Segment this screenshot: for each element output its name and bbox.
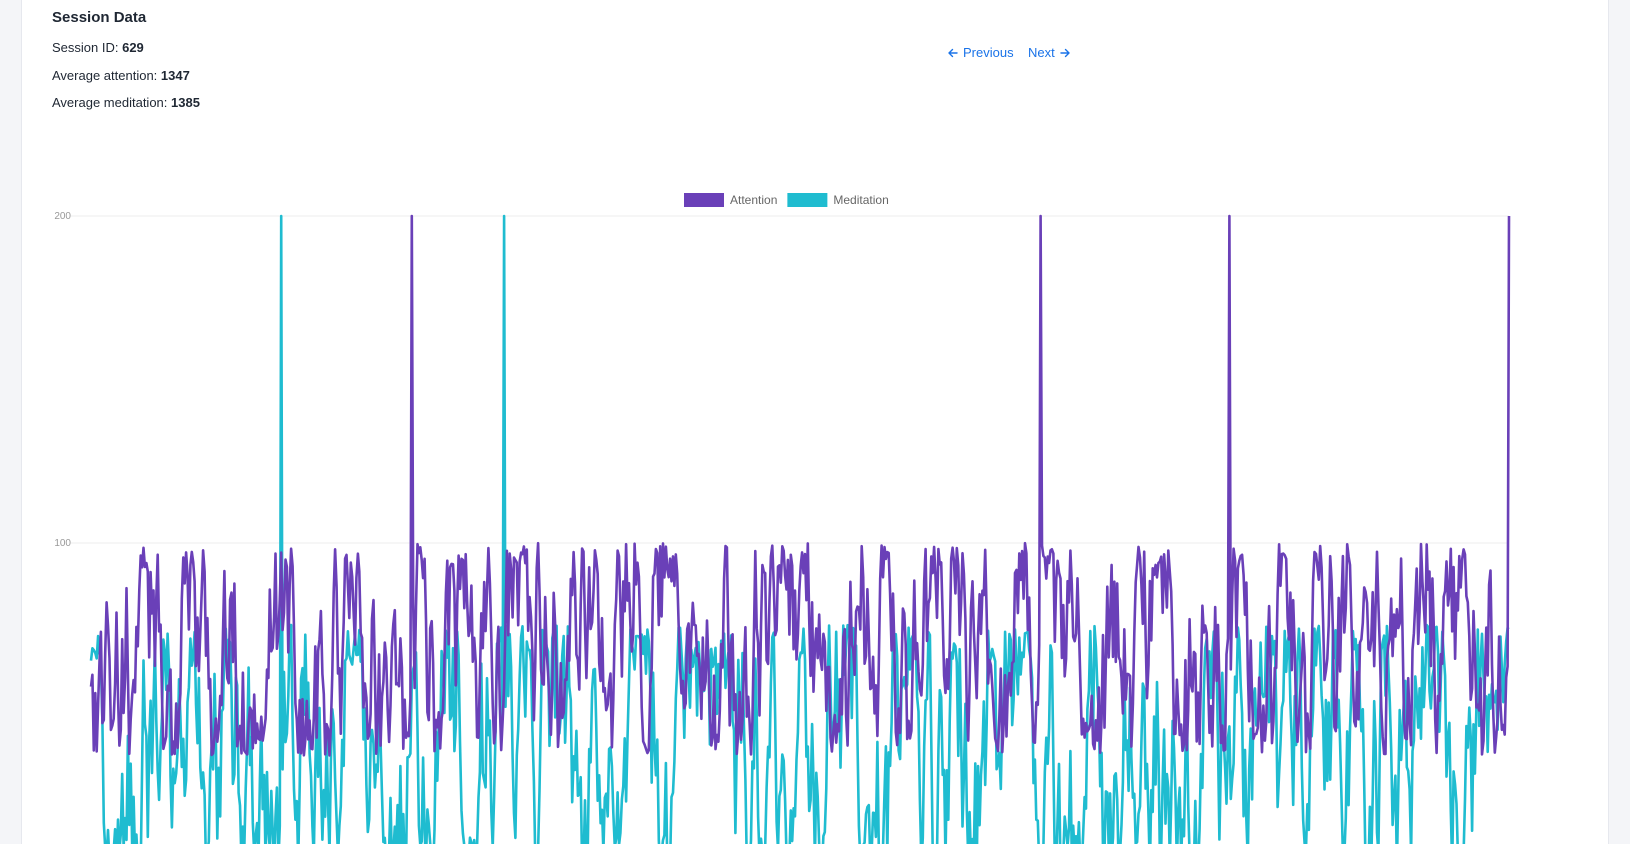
average-attention-value: 1347: [160, 68, 190, 83]
previous-label: Previous: [963, 45, 1014, 60]
legend-swatch-attention: [684, 193, 724, 207]
previous-button[interactable]: Previous: [947, 45, 1014, 60]
y-tick-label-100: 100: [54, 538, 71, 549]
y-tick-label-200: 200: [54, 211, 71, 222]
series-line-attention: [89, 214, 1511, 757]
average-meditation-value: 1385: [171, 95, 200, 110]
chart-grid: [71, 215, 1509, 544]
arrow-right-icon: [1060, 48, 1070, 57]
average-attention-label: Average attention:: [52, 68, 161, 83]
legend-label-attention: Attention: [730, 193, 777, 207]
session-id-line: Session ID: 629: [52, 40, 144, 55]
chart-series: [89, 214, 1511, 844]
legend-swatch-meditation: [787, 193, 828, 207]
next-button[interactable]: Next: [1028, 45, 1071, 60]
y-axis: 100 200: [54, 211, 71, 549]
session-id-label: Session ID:: [52, 40, 123, 55]
session-line-chart: 100 200 Attention Meditation: [54, 193, 1511, 844]
average-meditation-line: Average meditation: 1385: [52, 95, 200, 110]
session-card: Session Data Session ID: 629 Average att…: [21, 0, 1609, 844]
average-meditation-label: Average meditation:: [52, 95, 171, 110]
page-title: Session Data: [52, 9, 147, 26]
legend-label-meditation: Meditation: [833, 193, 888, 207]
session-id-value: 629: [122, 40, 144, 55]
series-line-meditation: [89, 214, 1510, 844]
next-label: Next: [1028, 45, 1055, 60]
chart-legend: Attention Meditation: [684, 193, 889, 207]
average-attention-line: Average attention: 1347: [52, 68, 190, 83]
arrow-left-icon: [948, 48, 958, 57]
